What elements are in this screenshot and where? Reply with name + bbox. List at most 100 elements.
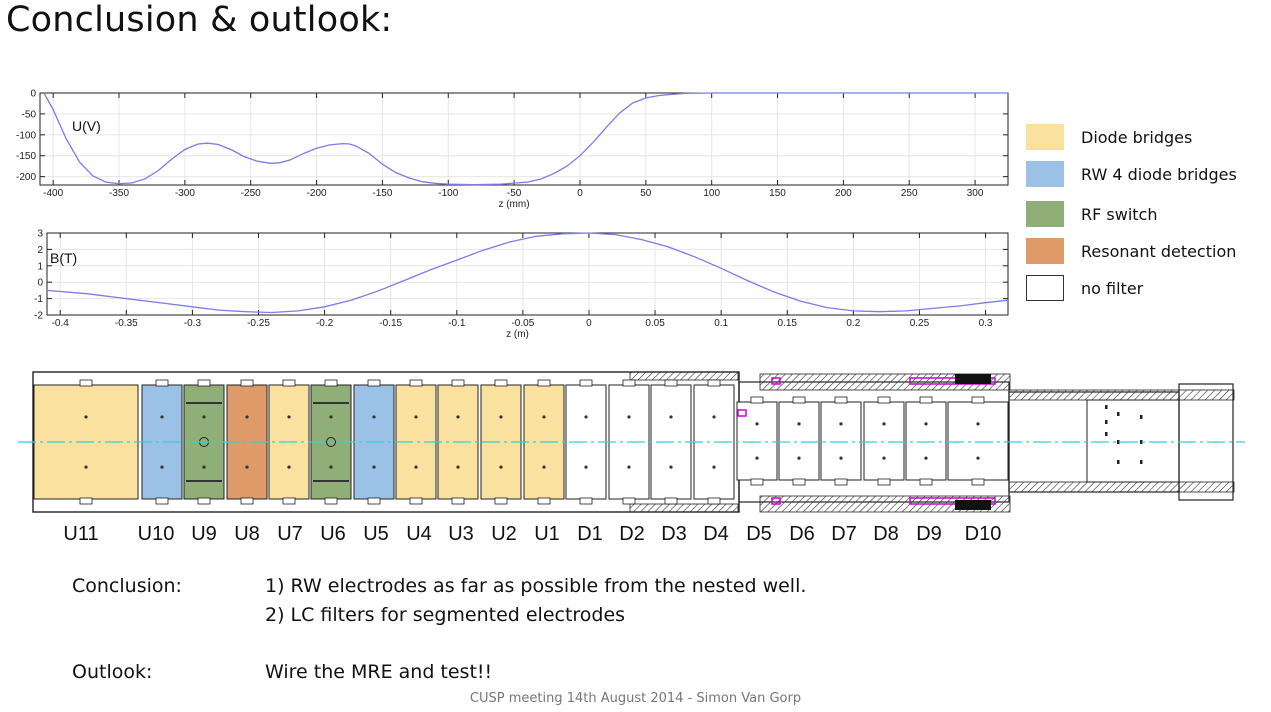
electrode-spacer <box>537 379 551 387</box>
electrode-hole <box>245 415 249 419</box>
electrode-label-D4: D4 <box>703 523 729 545</box>
field-x-tick-label: -0.3 <box>184 318 202 329</box>
potential-x-tick-label: -400 <box>43 188 63 199</box>
field-y-axis-label: B(T) <box>50 250 77 266</box>
electrode-label-D10: D10 <box>965 523 1002 545</box>
electrode-hole <box>976 422 980 426</box>
electrode-label-D9: D9 <box>916 523 942 545</box>
electrode-D8 <box>863 401 905 481</box>
electrode-label-U8: U8 <box>234 523 260 545</box>
electrode-spacer <box>197 497 211 505</box>
potential-chart: -400 -350 -300 -250 -200 -150 -100 -50 0 50 100 150… <box>16 89 1009 210</box>
potential-y-tick-label: -200 <box>16 172 36 183</box>
slide-title: Conclusion & outlook: <box>6 0 393 40</box>
legend-label: RW 4 diode bridges <box>1081 164 1237 184</box>
electrode-hole <box>372 415 376 419</box>
hatched-section <box>759 495 1011 513</box>
electrode-hole <box>924 456 928 460</box>
potential-x-tick-label: -50 <box>507 188 522 199</box>
potential-x-tick-label: -150 <box>372 188 392 199</box>
legend-label: RF switch <box>1081 204 1158 224</box>
electrode-spacer <box>877 478 891 486</box>
electrode-hole <box>542 465 546 469</box>
electrode-spacer <box>451 379 465 387</box>
electrode-hole <box>287 465 291 469</box>
electrode-spacer <box>971 478 985 486</box>
field-x-tick-label: 0.1 <box>714 318 728 329</box>
legend-item: no filter <box>1026 275 1143 301</box>
electrode-label-D6: D6 <box>789 523 815 545</box>
electrode-spacer <box>409 379 423 387</box>
magnetic-field-chart: -0.4 -0.35 -0.3 -0.25 -0.2 -0.15 -0.1 -0.05 0 0.0… <box>34 229 1009 340</box>
field-x-tick-label: -0.15 <box>379 318 402 329</box>
electrode-spacer <box>919 478 933 486</box>
field-y-tick-label: 2 <box>37 245 43 256</box>
electrode-spacer <box>792 396 806 404</box>
potential-y-tick-label: -50 <box>22 109 37 120</box>
electrode-hole <box>924 422 928 426</box>
potential-y-tick-label: 0 <box>30 89 36 100</box>
electrode-hole <box>499 465 503 469</box>
electrode-spacer <box>409 497 423 505</box>
potential-x-tick-label: 100 <box>703 188 720 199</box>
outlook-label: Outlook: <box>72 661 153 683</box>
electrode-label-U5: U5 <box>363 523 389 545</box>
pin-mark <box>1105 432 1108 436</box>
electrode-label-U7: U7 <box>277 523 303 545</box>
electrode-spacer <box>79 379 93 387</box>
electrode-label-U3: U3 <box>448 523 474 545</box>
field-x-tick-label: -0.2 <box>316 318 334 329</box>
electrode-spacer <box>537 497 551 505</box>
electrode-spacer <box>877 396 891 404</box>
potential-x-tick-label: -100 <box>438 188 458 199</box>
electrode-label-D3: D3 <box>661 523 687 545</box>
pin-mark <box>1117 412 1120 416</box>
electrode-D6 <box>778 401 820 481</box>
electrode-hole <box>499 415 503 419</box>
potential-series-line <box>43 92 1008 186</box>
field-x-tick-label: 0 <box>586 318 592 329</box>
electrode-D7 <box>820 401 862 481</box>
electrode-spacer <box>707 497 721 505</box>
potential-x-tick-label: 200 <box>835 188 852 199</box>
potential-x-axis-label: z (mm) <box>498 199 529 210</box>
electrode-hole <box>84 415 88 419</box>
field-series-line <box>46 232 1009 314</box>
electrode-label-D1: D1 <box>577 523 603 545</box>
electrode-label-D8: D8 <box>873 523 899 545</box>
electrode-hole <box>287 415 291 419</box>
electrode-hole <box>669 465 673 469</box>
potential-y-tick-label: -150 <box>16 151 36 162</box>
field-y-tick-label: 1 <box>37 261 43 272</box>
legend-item: RW 4 diode bridges <box>1026 161 1237 187</box>
electrode-spacer <box>664 379 678 387</box>
electrode-label-U10: U10 <box>138 523 175 545</box>
field-x-axis-label: z (m) <box>506 329 529 340</box>
potential-x-tick-label: -300 <box>175 188 195 199</box>
electrode-hole <box>755 456 759 460</box>
electrode-label-U11: U11 <box>63 523 98 545</box>
electrode-spacer <box>579 497 593 505</box>
pin-mark <box>1105 420 1108 424</box>
electrode-label-U4: U4 <box>406 523 432 545</box>
electrode-hole <box>712 415 716 419</box>
outlook-text: Wire the MRE and test!! <box>265 661 493 683</box>
potential-x-tick-label: -250 <box>241 188 261 199</box>
electrode-hole <box>976 456 980 460</box>
electrode-hole <box>627 415 631 419</box>
electrode-D9 <box>905 401 947 481</box>
potential-x-tick-label: -350 <box>109 188 129 199</box>
potential-plot-frame <box>39 92 1009 186</box>
electrode-D5 <box>736 401 778 481</box>
legend-swatch <box>1026 275 1064 301</box>
electrode-hole <box>372 465 376 469</box>
field-x-tick-label: -0.25 <box>247 318 270 329</box>
electrode-spacer <box>750 478 764 486</box>
electrode-hole <box>839 422 843 426</box>
hatched-section <box>1008 389 1235 401</box>
field-x-tick-label: 0.25 <box>910 318 930 329</box>
electrode-spacer <box>367 497 381 505</box>
field-plot-frame <box>46 232 1009 316</box>
potential-x-tick-label: 150 <box>769 188 786 199</box>
field-y-tick-label: -2 <box>34 311 43 322</box>
